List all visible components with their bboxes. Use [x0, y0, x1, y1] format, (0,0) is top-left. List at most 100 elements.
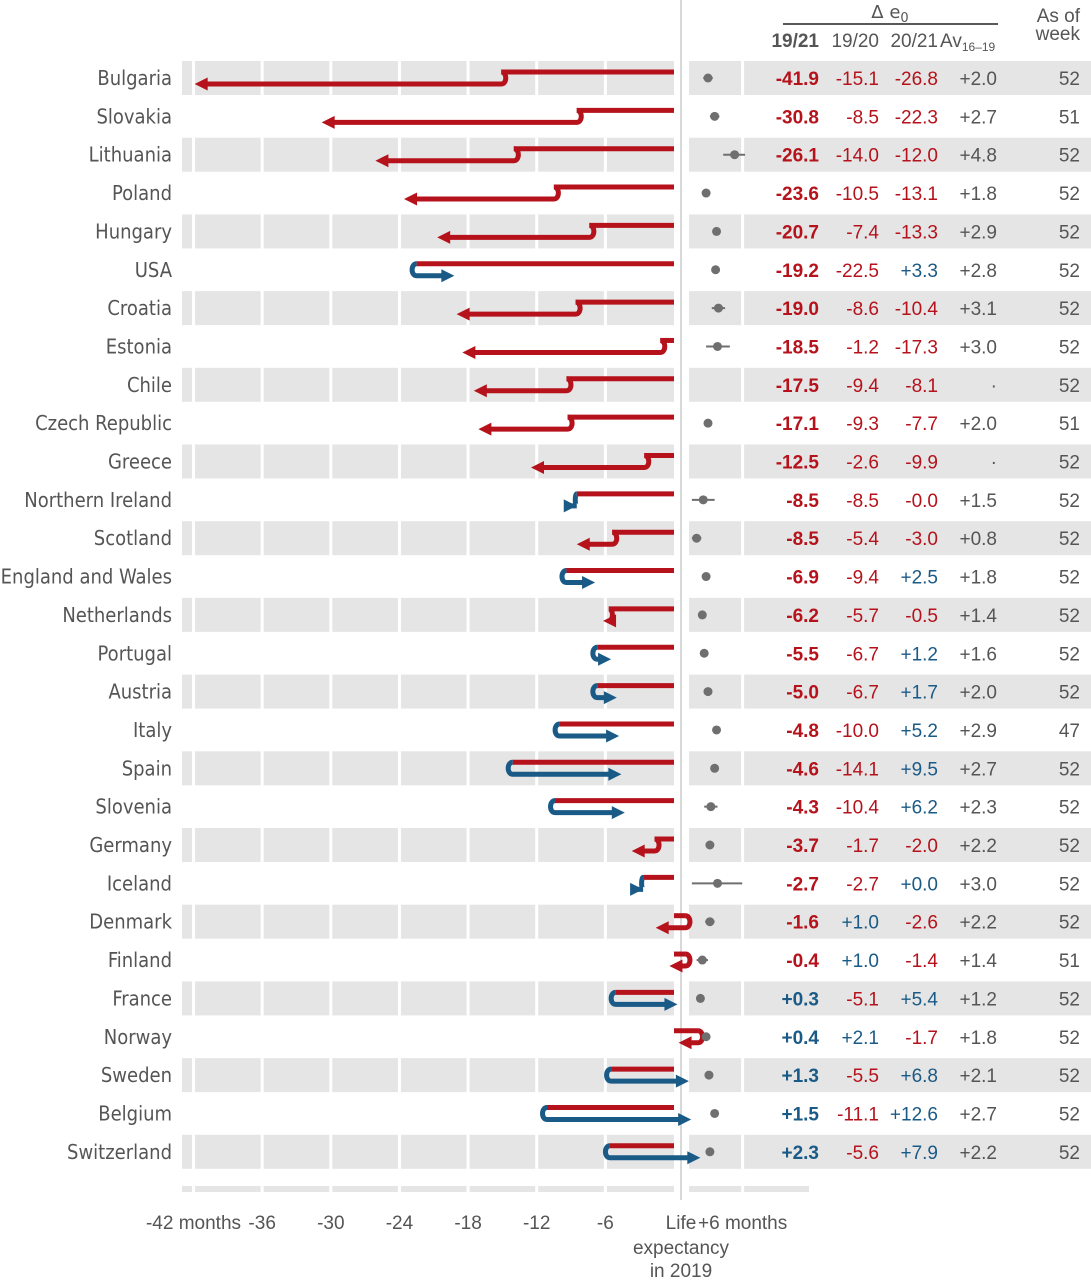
arrow-segment-2020-2021	[481, 376, 574, 394]
average-dot	[697, 610, 707, 620]
country-label: Switzerland	[67, 1140, 172, 1164]
average-dot	[703, 73, 713, 83]
col-header-av: Av16–19	[940, 31, 996, 54]
gridlines	[192, 0, 745, 1200]
arrow-segment-2020-2021	[540, 1104, 684, 1122]
arrow-head	[675, 1074, 689, 1088]
x-tick-label: -6	[597, 1213, 614, 1234]
arrow-segment-2020-2021	[559, 568, 588, 586]
row-band-left	[182, 444, 674, 479]
table-cell: +2.2	[959, 913, 997, 934]
table-cell: -4.8	[786, 721, 819, 742]
table-cell: +6.8	[900, 1066, 938, 1087]
arrow-segment-2020-2021	[584, 529, 620, 547]
row-band-left	[182, 828, 674, 862]
table-cell: -5.5	[786, 644, 819, 665]
table-cell: 52	[1059, 299, 1080, 320]
average-dot	[701, 1032, 711, 1042]
row-band-left	[182, 1058, 674, 1093]
arrow-segment-2020-2021	[604, 1066, 681, 1084]
table-cell: -10.4	[836, 798, 880, 819]
table-cell: -7.7	[905, 414, 938, 435]
table-cell: +1.7	[900, 683, 938, 704]
x-tick-label: +6 months	[698, 1213, 787, 1234]
table-cell: -15.1	[836, 69, 879, 90]
table-cell: -8.5	[846, 107, 879, 128]
row-band-right	[689, 1134, 1091, 1169]
arrow-segment-2020-2021	[464, 299, 583, 317]
arrow-segment-2020-2021	[552, 721, 612, 739]
row-band-right	[689, 904, 1091, 939]
table-cell: +1.8	[959, 568, 997, 589]
arrow-segment-2020-2021	[608, 989, 670, 1007]
country-label: Sweden	[101, 1063, 172, 1087]
table-cell: -26.1	[776, 146, 820, 167]
table-cell: -10.4	[895, 299, 939, 320]
average-dot	[713, 878, 722, 888]
arrow-segment-2020-2021	[590, 683, 609, 701]
table-cell: -5.7	[846, 606, 879, 627]
row-band-right	[689, 674, 1091, 709]
table-cell: +1.6	[959, 644, 997, 665]
table-cell: +2.2	[959, 836, 997, 857]
average-dot	[697, 955, 707, 965]
country-label: Denmark	[89, 910, 172, 934]
row-band-right	[689, 137, 1091, 172]
table-cell: 51	[1059, 107, 1080, 128]
table-cell: 52	[1059, 69, 1080, 90]
arrow-head	[655, 921, 669, 935]
table-cell: -0.5	[905, 606, 938, 627]
row-band-left	[182, 1134, 674, 1169]
table-cell: +2.0	[959, 69, 997, 90]
arrow-head	[321, 115, 335, 129]
arrow-segment-2020-2021	[202, 69, 509, 87]
table-cell: +4.8	[959, 146, 997, 167]
table-cell: -2.7	[846, 874, 879, 895]
row-band-right	[689, 597, 1091, 632]
x-tick-label: -36	[248, 1213, 275, 1234]
average-dot	[699, 648, 709, 658]
country-label: Spain	[122, 756, 172, 780]
arrow-head	[678, 1036, 692, 1050]
table-cell: 52	[1059, 376, 1080, 397]
country-label: Chile	[127, 373, 172, 397]
arrow-head	[669, 959, 683, 973]
arrow-segment-2020-2021	[486, 414, 575, 432]
table-cell: 52	[1059, 874, 1080, 895]
table-cell: +2.7	[959, 759, 997, 780]
arrow-head	[611, 806, 625, 820]
row-band-right	[689, 828, 1091, 862]
arrow-head	[582, 576, 596, 590]
table-cell: +5.2	[900, 721, 938, 742]
country-label: France	[112, 986, 172, 1010]
row-band-right	[689, 1058, 1091, 1093]
arrow-head	[608, 767, 622, 781]
table-cell: +2.7	[959, 1104, 997, 1125]
arrow-head	[603, 691, 617, 705]
country-label: Finland	[108, 948, 172, 972]
table-cell: +2.5	[900, 568, 938, 589]
row-band-left	[182, 674, 674, 709]
table-cell: -9.3	[846, 414, 879, 435]
arrow-head	[678, 1112, 692, 1126]
table-cell: -6.7	[846, 644, 879, 665]
table-cell: -12.0	[895, 146, 938, 167]
table-cell: 52	[1059, 644, 1080, 665]
arrow-head	[598, 652, 612, 666]
average-dot	[705, 1147, 715, 1157]
table-cell: +1.8	[959, 184, 997, 205]
table-cell: +1.4	[959, 951, 997, 972]
row-band-right	[689, 751, 1091, 786]
table-cell: +2.0	[959, 683, 997, 704]
table-cell: 52	[1059, 146, 1080, 167]
arrow-segment-2020-2021	[329, 107, 584, 125]
country-label: Estonia	[106, 334, 172, 358]
table-cell: 52	[1059, 836, 1080, 857]
row-band-left	[182, 61, 674, 95]
table-cell: -1.7	[905, 1028, 938, 1049]
table-cell: -30.8	[776, 107, 819, 128]
arrow-segment-2020-2021	[505, 759, 614, 777]
average-markers	[691, 73, 746, 1157]
table-cell: -5.5	[846, 1066, 879, 1087]
table-cell: 52	[1059, 1104, 1080, 1125]
